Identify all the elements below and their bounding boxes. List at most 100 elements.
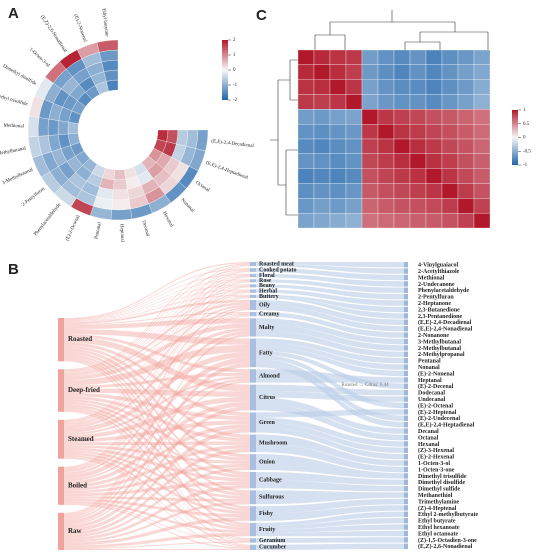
row-label: Ethyl butyrate	[100, 8, 108, 38]
row-label: Dimethyl trisulfide	[0, 92, 29, 107]
odor-node	[250, 262, 256, 267]
heat-cell	[441, 79, 459, 95]
heat-cell	[457, 138, 475, 154]
row-label: (E,Z)-2,6-Nonadienal	[39, 15, 68, 54]
heat-cell	[297, 183, 315, 199]
odor-link	[256, 299, 404, 325]
compound-node	[404, 274, 408, 281]
odor-label: Buttery	[259, 294, 279, 300]
flow-link	[64, 294, 250, 323]
flow-link	[64, 380, 250, 526]
heat-cell	[473, 109, 491, 125]
flow-link	[64, 501, 250, 543]
flow-link	[64, 457, 250, 548]
compound-node	[404, 530, 408, 537]
compound-label: Nonanal	[418, 365, 440, 371]
heat-cell	[113, 179, 128, 191]
flow-link	[64, 548, 250, 550]
heat-cell	[297, 109, 315, 125]
flow-link	[64, 289, 250, 373]
flow-link	[64, 318, 250, 330]
flow-link	[64, 315, 250, 519]
compound-label: Dimethyl disulfide	[418, 480, 466, 486]
heat-cell	[457, 213, 475, 229]
flow-link	[64, 401, 250, 485]
compound-label: Ethyl hexanoate	[418, 525, 460, 531]
heat-cell	[297, 49, 315, 65]
flow-link	[64, 501, 250, 534]
heat-cell	[425, 79, 443, 95]
heat-cell	[409, 79, 427, 95]
compound-node	[404, 441, 408, 447]
heat-cell	[393, 64, 411, 80]
source-label: Steamed	[68, 435, 94, 443]
compound-node	[404, 428, 408, 434]
heat-cell	[345, 138, 363, 154]
flow-link	[64, 342, 250, 417]
odor-link	[256, 454, 404, 479]
source-node	[58, 419, 64, 459]
compound-label: (E)-2-Heptenal	[418, 409, 457, 416]
heat-cell	[361, 153, 379, 169]
heat-cell	[101, 59, 119, 72]
heat-cell	[113, 169, 126, 181]
flow-link	[64, 503, 250, 549]
odor-label: Green	[259, 420, 276, 426]
heat-cell	[361, 168, 379, 184]
compound-node	[404, 396, 408, 402]
odor-link	[256, 318, 404, 345]
odor-link	[256, 471, 404, 485]
heat-cell	[425, 183, 443, 199]
odor-node	[250, 490, 256, 505]
heat-cell	[176, 129, 189, 147]
compound-node	[404, 460, 408, 466]
odor-link	[256, 490, 404, 505]
compound-label: 2-Nonanone	[418, 333, 449, 339]
odor-label: Rose	[259, 278, 272, 284]
odor-link	[256, 511, 404, 527]
heat-cell	[457, 183, 475, 199]
flow-link	[64, 406, 250, 529]
row-label: Pentanal	[94, 221, 102, 239]
heat-cell	[457, 124, 475, 140]
odor-node	[250, 279, 256, 283]
compound-node	[404, 422, 408, 428]
heat-cell	[441, 49, 459, 65]
compound-label: 2-Methylbutanal	[418, 346, 461, 352]
compound-node	[404, 390, 408, 396]
compound-label: (Z)-1,5-Octadien-3-one	[418, 537, 477, 544]
odor-link	[256, 296, 404, 319]
source-label: Boiled	[68, 481, 87, 489]
compound-node	[404, 518, 408, 524]
odor-label: Onion	[259, 459, 276, 465]
compound-node	[404, 358, 408, 364]
compound-label: (E,E)-2,4-Heptadienal	[418, 422, 475, 429]
odor-link	[256, 346, 404, 377]
heat-cell	[297, 124, 315, 140]
heat-cell	[377, 79, 395, 95]
row-label: 2-Pentylfuran	[21, 186, 46, 207]
flow-link	[64, 270, 250, 468]
row-label: Dimethyl disulfide	[2, 64, 38, 87]
odor-label: Oily	[259, 302, 270, 308]
odor-link	[256, 543, 404, 550]
flow-link	[64, 274, 250, 372]
source-node	[58, 369, 64, 412]
odor-link	[256, 505, 404, 521]
flow-link	[64, 372, 250, 389]
flow-link	[64, 290, 250, 424]
odor-link	[256, 264, 404, 274]
heat-cell	[409, 109, 427, 125]
heat-cell	[409, 49, 427, 65]
row-label: Phenylacetaldehyde	[34, 202, 63, 237]
flow-link	[64, 396, 250, 442]
odor-label: Beany	[259, 283, 275, 289]
compound-label: Octanal	[418, 435, 439, 441]
source-label: Raw	[68, 527, 83, 535]
heat-cell	[457, 49, 475, 65]
heat-cell	[329, 198, 347, 214]
heat-cell	[37, 117, 50, 137]
compound-label: Decanal	[418, 429, 439, 435]
flow-link	[64, 496, 250, 502]
